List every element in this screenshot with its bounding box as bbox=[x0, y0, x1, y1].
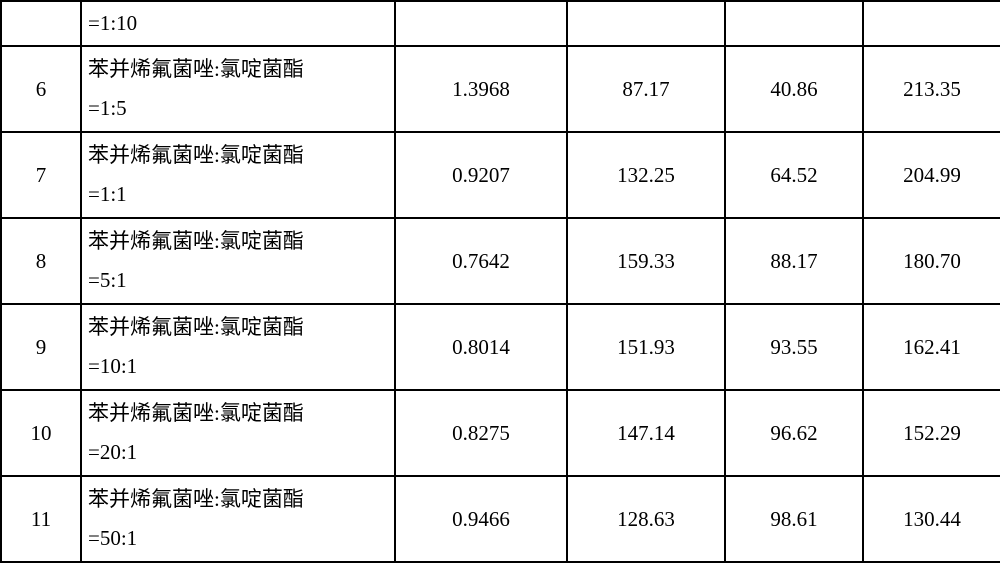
cell-c5: 180.70 bbox=[863, 218, 1000, 304]
cell-c3: 151.93 bbox=[567, 304, 725, 390]
data-table: =1:10 6 苯并烯氟菌唑:氯啶菌酯 =1:5 1.3968 87.17 40… bbox=[0, 0, 1000, 563]
cell-c2: 0.9207 bbox=[395, 132, 567, 218]
cell-c5 bbox=[863, 1, 1000, 46]
desc-line2: =5:1 bbox=[88, 261, 394, 300]
cell-c4: 64.52 bbox=[725, 132, 863, 218]
cell-c3: 87.17 bbox=[567, 46, 725, 132]
cell-desc: =1:10 bbox=[81, 1, 395, 46]
cell-c3: 132.25 bbox=[567, 132, 725, 218]
desc-line1: =1:10 bbox=[88, 4, 394, 43]
cell-c2: 0.8275 bbox=[395, 390, 567, 476]
cell-desc: 苯并烯氟菌唑:氯啶菌酯 =1:1 bbox=[81, 132, 395, 218]
cell-c4 bbox=[725, 1, 863, 46]
desc-line1: 苯并烯氟菌唑:氯啶菌酯 bbox=[88, 480, 394, 519]
cell-c4: 88.17 bbox=[725, 218, 863, 304]
cell-c5: 152.29 bbox=[863, 390, 1000, 476]
table-row: 8 苯并烯氟菌唑:氯啶菌酯 =5:1 0.7642 159.33 88.17 1… bbox=[1, 218, 1000, 304]
cell-desc: 苯并烯氟菌唑:氯啶菌酯 =10:1 bbox=[81, 304, 395, 390]
desc-line2: =10:1 bbox=[88, 347, 394, 386]
cell-desc: 苯并烯氟菌唑:氯啶菌酯 =5:1 bbox=[81, 218, 395, 304]
desc-line1: 苯并烯氟菌唑:氯啶菌酯 bbox=[88, 222, 394, 261]
cell-c4: 93.55 bbox=[725, 304, 863, 390]
cell-id: 11 bbox=[1, 476, 81, 562]
desc-line2: =20:1 bbox=[88, 433, 394, 472]
cell-desc: 苯并烯氟菌唑:氯啶菌酯 =20:1 bbox=[81, 390, 395, 476]
cell-id: 7 bbox=[1, 132, 81, 218]
cell-id: 9 bbox=[1, 304, 81, 390]
table-row: 7 苯并烯氟菌唑:氯啶菌酯 =1:1 0.9207 132.25 64.52 2… bbox=[1, 132, 1000, 218]
table-row: 10 苯并烯氟菌唑:氯啶菌酯 =20:1 0.8275 147.14 96.62… bbox=[1, 390, 1000, 476]
desc-line2: =1:5 bbox=[88, 89, 394, 128]
cell-desc: 苯并烯氟菌唑:氯啶菌酯 =1:5 bbox=[81, 46, 395, 132]
cell-c3 bbox=[567, 1, 725, 46]
cell-id: 10 bbox=[1, 390, 81, 476]
desc-line1: 苯并烯氟菌唑:氯啶菌酯 bbox=[88, 308, 394, 347]
cell-c3: 147.14 bbox=[567, 390, 725, 476]
cell-c2: 0.7642 bbox=[395, 218, 567, 304]
table-row: 9 苯并烯氟菌唑:氯啶菌酯 =10:1 0.8014 151.93 93.55 … bbox=[1, 304, 1000, 390]
desc-line1: 苯并烯氟菌唑:氯啶菌酯 bbox=[88, 394, 394, 433]
table-row: 11 苯并烯氟菌唑:氯啶菌酯 =50:1 0.9466 128.63 98.61… bbox=[1, 476, 1000, 562]
cell-c4: 40.86 bbox=[725, 46, 863, 132]
cell-desc: 苯并烯氟菌唑:氯啶菌酯 =50:1 bbox=[81, 476, 395, 562]
table-body: =1:10 6 苯并烯氟菌唑:氯啶菌酯 =1:5 1.3968 87.17 40… bbox=[1, 1, 1000, 562]
cell-id: 6 bbox=[1, 46, 81, 132]
cell-c2 bbox=[395, 1, 567, 46]
cell-c3: 159.33 bbox=[567, 218, 725, 304]
cell-c3: 128.63 bbox=[567, 476, 725, 562]
cell-c5: 162.41 bbox=[863, 304, 1000, 390]
table-row: =1:10 bbox=[1, 1, 1000, 46]
cell-c5: 213.35 bbox=[863, 46, 1000, 132]
cell-c5: 130.44 bbox=[863, 476, 1000, 562]
desc-line2: =50:1 bbox=[88, 519, 394, 558]
cell-id: 8 bbox=[1, 218, 81, 304]
cell-c2: 0.9466 bbox=[395, 476, 567, 562]
desc-line1: 苯并烯氟菌唑:氯啶菌酯 bbox=[88, 50, 394, 89]
cell-c4: 98.61 bbox=[725, 476, 863, 562]
desc-line2: =1:1 bbox=[88, 175, 394, 214]
cell-id bbox=[1, 1, 81, 46]
cell-c4: 96.62 bbox=[725, 390, 863, 476]
table-row: 6 苯并烯氟菌唑:氯啶菌酯 =1:5 1.3968 87.17 40.86 21… bbox=[1, 46, 1000, 132]
desc-line1: 苯并烯氟菌唑:氯啶菌酯 bbox=[88, 136, 394, 175]
cell-c5: 204.99 bbox=[863, 132, 1000, 218]
cell-c2: 1.3968 bbox=[395, 46, 567, 132]
cell-c2: 0.8014 bbox=[395, 304, 567, 390]
